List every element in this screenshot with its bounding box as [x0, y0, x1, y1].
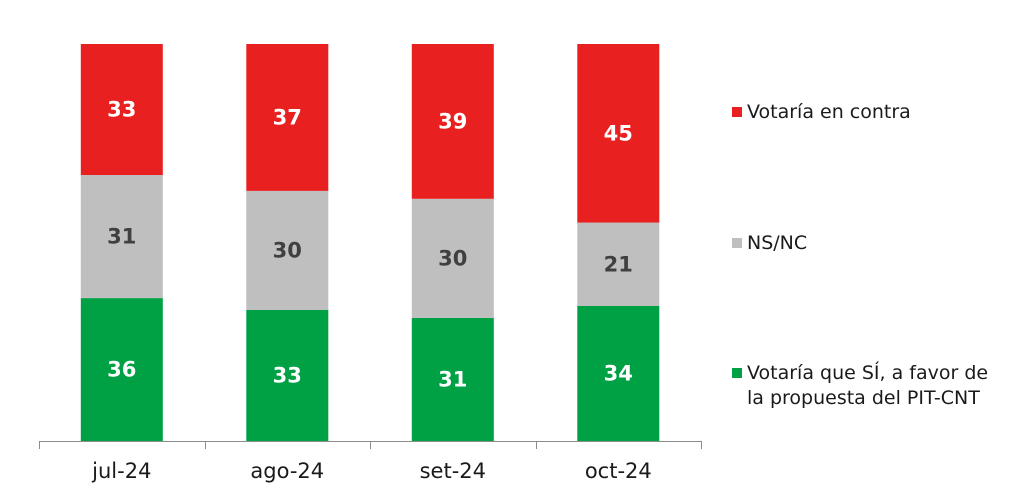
legend-label-series-2: Votaría en contra: [747, 101, 911, 123]
x-axis: jul-24 ago-24 set-24 oct-24: [39, 441, 702, 483]
data-label-ago-24-series-2: 37: [273, 105, 302, 129]
data-label-jul-24-series-2: 33: [107, 98, 136, 122]
legend-label-series-1: NS/NC: [747, 232, 807, 254]
bar-jul-24-series-0: [80, 298, 163, 441]
bars-group: 36 31 33 33 30 37 31 30 39 34 21 45: [80, 44, 660, 441]
bar-oct-24-series-0: [577, 306, 660, 441]
bar-ago-24-series-1: [246, 190, 329, 310]
data-label-jul-24-series-1: 31: [107, 225, 136, 249]
data-label-oct-24-series-2: 45: [604, 121, 633, 145]
legend-marker-series-2: [732, 107, 742, 117]
legend-marker-series-0: [732, 368, 742, 378]
data-label-set-24-series-1: 30: [438, 246, 467, 270]
bar-jul-24-series-1: [80, 175, 163, 299]
legend-marker-series-1: [732, 238, 742, 248]
bar-jul-24-series-2: [80, 44, 163, 175]
x-tick-label-oct-24: oct-24: [585, 459, 652, 483]
legend-label-series-0-line-0: Votaría que SÍ, a favor de: [747, 361, 988, 384]
data-label-ago-24-series-1: 30: [273, 238, 302, 262]
data-label-jul-24-series-0: 36: [107, 358, 136, 382]
x-tick-label-ago-24: ago-24: [250, 459, 324, 483]
data-label-oct-24-series-0: 34: [604, 362, 633, 386]
data-label-ago-24-series-0: 33: [273, 364, 302, 388]
bar-set-24-series-1: [411, 198, 494, 318]
bar-ago-24-series-2: [246, 44, 329, 191]
legend: Votaría en contra NS/NC Votaría que SÍ, a …: [732, 101, 988, 409]
data-label-set-24-series-2: 39: [438, 109, 467, 133]
data-label-set-24-series-0: 31: [438, 368, 467, 392]
bar-oct-24-series-2: [577, 44, 660, 223]
x-tick-label-jul-24: jul-24: [91, 459, 151, 483]
data-label-oct-24-series-1: 21: [604, 252, 633, 276]
bar-oct-24-series-1: [577, 222, 660, 306]
bar-set-24-series-0: [411, 317, 494, 441]
x-tick-label-set-24: set-24: [420, 459, 486, 483]
legend-label-series-0-line-1: la propuesta del PIT-CNT: [747, 387, 980, 409]
bar-ago-24-series-0: [246, 310, 329, 441]
bar-set-24-series-2: [411, 44, 494, 199]
